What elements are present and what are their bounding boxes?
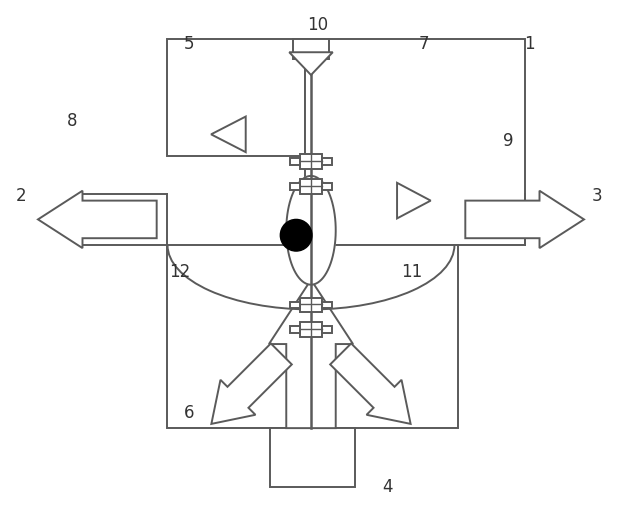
Text: 2: 2 <box>16 187 27 205</box>
Text: 10: 10 <box>307 15 329 33</box>
Polygon shape <box>397 183 431 218</box>
Polygon shape <box>211 117 246 152</box>
Bar <box>270 428 355 487</box>
Bar <box>322 158 332 165</box>
Bar <box>290 158 300 165</box>
Bar <box>290 183 300 190</box>
Text: 12: 12 <box>169 263 190 281</box>
Bar <box>300 179 322 194</box>
Bar <box>166 245 458 428</box>
Text: 6: 6 <box>184 405 194 423</box>
Bar <box>322 302 332 308</box>
Bar <box>305 40 525 245</box>
Text: 8: 8 <box>67 113 78 131</box>
Bar <box>300 298 322 313</box>
Bar <box>290 326 300 333</box>
Bar <box>293 40 329 59</box>
Text: 1: 1 <box>524 35 535 53</box>
Polygon shape <box>286 176 336 285</box>
Text: 3: 3 <box>592 187 602 205</box>
Circle shape <box>280 219 312 251</box>
Text: 11: 11 <box>401 263 422 281</box>
FancyArrow shape <box>330 343 410 424</box>
Bar <box>322 326 332 333</box>
Text: 9: 9 <box>502 132 513 150</box>
FancyArrow shape <box>211 343 292 424</box>
FancyArrow shape <box>38 191 156 248</box>
Bar <box>166 40 305 156</box>
FancyArrow shape <box>465 191 584 248</box>
FancyArrow shape <box>269 280 353 428</box>
Bar <box>290 302 300 308</box>
Text: 4: 4 <box>382 479 392 497</box>
Bar <box>322 183 332 190</box>
Text: 7: 7 <box>419 35 429 53</box>
Bar <box>300 322 322 337</box>
Text: 5: 5 <box>184 35 194 53</box>
Bar <box>300 154 322 169</box>
Polygon shape <box>289 52 333 75</box>
